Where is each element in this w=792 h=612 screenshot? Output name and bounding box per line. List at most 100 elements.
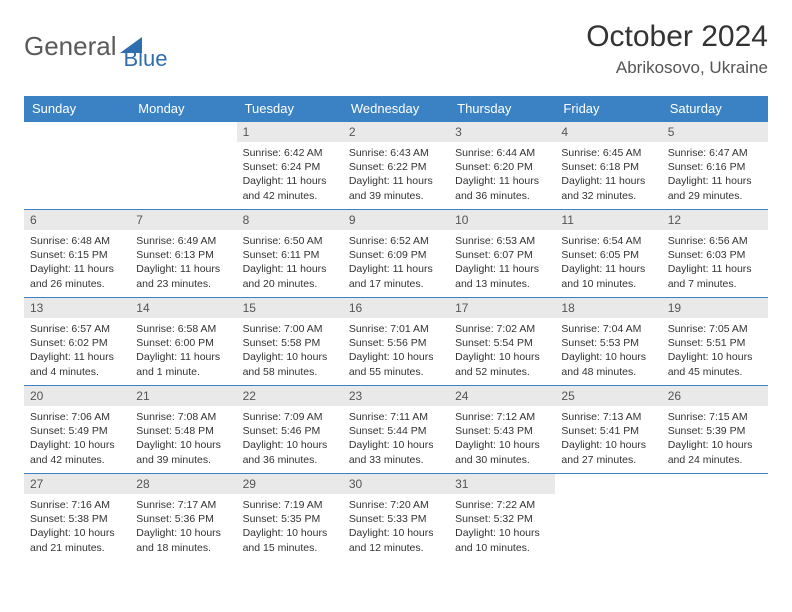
day-number: 25 [555,386,661,406]
day-cell-31: 31Sunrise: 7:22 AMSunset: 5:32 PMDayligh… [449,474,555,562]
sunrise-line: Sunrise: 7:04 AM [561,322,655,336]
sunset-line: Sunset: 5:41 PM [561,424,655,438]
day-details: Sunrise: 7:08 AMSunset: 5:48 PMDaylight:… [130,406,236,473]
day-number: 9 [343,210,449,230]
sunrise-line: Sunrise: 6:53 AM [455,234,549,248]
sunset-line: Sunset: 6:15 PM [30,248,124,262]
sunset-line: Sunset: 6:03 PM [668,248,762,262]
sunrise-line: Sunrise: 7:02 AM [455,322,549,336]
sunset-line: Sunset: 5:58 PM [243,336,337,350]
day-details: Sunrise: 6:50 AMSunset: 6:11 PMDaylight:… [237,230,343,297]
sunset-line: Sunset: 5:54 PM [455,336,549,350]
sunrise-line: Sunrise: 7:12 AM [455,410,549,424]
sunset-line: Sunset: 6:18 PM [561,160,655,174]
day-cell-12: 12Sunrise: 6:56 AMSunset: 6:03 PMDayligh… [662,210,768,298]
sunrise-line: Sunrise: 7:11 AM [349,410,443,424]
day-cell-3: 3Sunrise: 6:44 AMSunset: 6:20 PMDaylight… [449,122,555,210]
day-details: Sunrise: 6:58 AMSunset: 6:00 PMDaylight:… [130,318,236,385]
location-label: Abrikosovo, Ukraine [586,58,768,78]
sunrise-line: Sunrise: 7:09 AM [243,410,337,424]
daylight-line: Daylight: 11 hours and 26 minutes. [30,262,124,290]
sunrise-line: Sunrise: 7:17 AM [136,498,230,512]
daylight-line: Daylight: 11 hours and 42 minutes. [243,174,337,202]
day-details: Sunrise: 7:09 AMSunset: 5:46 PMDaylight:… [237,406,343,473]
day-cell-30: 30Sunrise: 7:20 AMSunset: 5:33 PMDayligh… [343,474,449,562]
day-cell-15: 15Sunrise: 7:00 AMSunset: 5:58 PMDayligh… [237,298,343,386]
day-details: Sunrise: 6:42 AMSunset: 6:24 PMDaylight:… [237,142,343,209]
sunrise-line: Sunrise: 6:47 AM [668,146,762,160]
sunrise-line: Sunrise: 7:06 AM [30,410,124,424]
sunset-line: Sunset: 5:43 PM [455,424,549,438]
sunrise-line: Sunrise: 7:20 AM [349,498,443,512]
sunset-line: Sunset: 5:44 PM [349,424,443,438]
day-number: 21 [130,386,236,406]
day-number: 17 [449,298,555,318]
sunset-line: Sunset: 5:32 PM [455,512,549,526]
calendar-table: SundayMondayTuesdayWednesdayThursdayFrid… [24,96,768,562]
daylight-line: Daylight: 11 hours and 32 minutes. [561,174,655,202]
dayname-friday: Friday [555,96,661,122]
day-number: 19 [662,298,768,318]
sunrise-line: Sunrise: 6:49 AM [136,234,230,248]
daylight-line: Daylight: 10 hours and 21 minutes. [30,526,124,554]
sunset-line: Sunset: 5:36 PM [136,512,230,526]
day-details: Sunrise: 6:57 AMSunset: 6:02 PMDaylight:… [24,318,130,385]
day-details: Sunrise: 7:01 AMSunset: 5:56 PMDaylight:… [343,318,449,385]
sunrise-line: Sunrise: 6:43 AM [349,146,443,160]
sunset-line: Sunset: 6:22 PM [349,160,443,174]
daylight-line: Daylight: 11 hours and 23 minutes. [136,262,230,290]
page-header: General Blue October 2024 Abrikosovo, Uk… [24,20,768,78]
day-details: Sunrise: 6:48 AMSunset: 6:15 PMDaylight:… [24,230,130,297]
day-cell-14: 14Sunrise: 6:58 AMSunset: 6:00 PMDayligh… [130,298,236,386]
day-number: 28 [130,474,236,494]
sunset-line: Sunset: 5:49 PM [30,424,124,438]
sunrise-line: Sunrise: 7:00 AM [243,322,337,336]
day-cell-26: 26Sunrise: 7:15 AMSunset: 5:39 PMDayligh… [662,386,768,474]
day-details: Sunrise: 7:16 AMSunset: 5:38 PMDaylight:… [24,494,130,561]
day-details: Sunrise: 6:44 AMSunset: 6:20 PMDaylight:… [449,142,555,209]
day-cell-4: 4Sunrise: 6:45 AMSunset: 6:18 PMDaylight… [555,122,661,210]
day-details: Sunrise: 7:13 AMSunset: 5:41 PMDaylight:… [555,406,661,473]
sunrise-line: Sunrise: 6:48 AM [30,234,124,248]
day-cell-23: 23Sunrise: 7:11 AMSunset: 5:44 PMDayligh… [343,386,449,474]
sunset-line: Sunset: 5:51 PM [668,336,762,350]
sunrise-line: Sunrise: 6:56 AM [668,234,762,248]
day-number: 16 [343,298,449,318]
sunset-line: Sunset: 5:35 PM [243,512,337,526]
day-cell-21: 21Sunrise: 7:08 AMSunset: 5:48 PMDayligh… [130,386,236,474]
daylight-line: Daylight: 10 hours and 33 minutes. [349,438,443,466]
day-details: Sunrise: 6:47 AMSunset: 6:16 PMDaylight:… [662,142,768,209]
day-number: 4 [555,122,661,142]
day-details: Sunrise: 7:12 AMSunset: 5:43 PMDaylight:… [449,406,555,473]
sunset-line: Sunset: 6:20 PM [455,160,549,174]
daylight-line: Daylight: 10 hours and 55 minutes. [349,350,443,378]
sunrise-line: Sunrise: 6:50 AM [243,234,337,248]
daylight-line: Daylight: 10 hours and 30 minutes. [455,438,549,466]
day-number: 24 [449,386,555,406]
day-details: Sunrise: 7:20 AMSunset: 5:33 PMDaylight:… [343,494,449,561]
empty-cell [24,122,130,210]
day-cell-13: 13Sunrise: 6:57 AMSunset: 6:02 PMDayligh… [24,298,130,386]
day-cell-5: 5Sunrise: 6:47 AMSunset: 6:16 PMDaylight… [662,122,768,210]
day-number: 15 [237,298,343,318]
day-number: 30 [343,474,449,494]
daylight-line: Daylight: 11 hours and 36 minutes. [455,174,549,202]
empty-cell [130,122,236,210]
dayname-saturday: Saturday [662,96,768,122]
day-number: 29 [237,474,343,494]
day-details: Sunrise: 7:15 AMSunset: 5:39 PMDaylight:… [662,406,768,473]
day-details: Sunrise: 6:52 AMSunset: 6:09 PMDaylight:… [343,230,449,297]
day-cell-24: 24Sunrise: 7:12 AMSunset: 5:43 PMDayligh… [449,386,555,474]
daylight-line: Daylight: 10 hours and 27 minutes. [561,438,655,466]
daylight-line: Daylight: 11 hours and 13 minutes. [455,262,549,290]
sunset-line: Sunset: 5:38 PM [30,512,124,526]
calendar-head: SundayMondayTuesdayWednesdayThursdayFrid… [24,96,768,122]
day-number: 27 [24,474,130,494]
sunset-line: Sunset: 6:00 PM [136,336,230,350]
day-cell-8: 8Sunrise: 6:50 AMSunset: 6:11 PMDaylight… [237,210,343,298]
day-number: 14 [130,298,236,318]
day-number: 10 [449,210,555,230]
day-cell-2: 2Sunrise: 6:43 AMSunset: 6:22 PMDaylight… [343,122,449,210]
sunset-line: Sunset: 6:16 PM [668,160,762,174]
calendar-row: 6Sunrise: 6:48 AMSunset: 6:15 PMDaylight… [24,210,768,298]
